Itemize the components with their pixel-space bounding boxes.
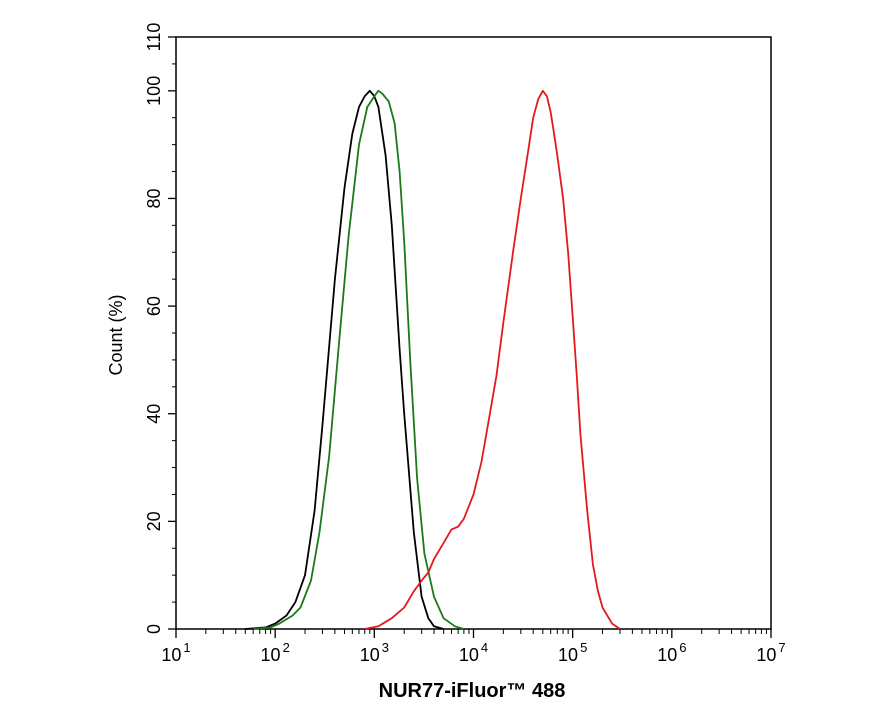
x-tick-label: 10 2 (261, 640, 290, 665)
y-tick-label: 80 (144, 188, 164, 208)
plot-frame (175, 36, 772, 630)
x-tick-label: 10 4 (459, 640, 488, 665)
y-tick-label: 0 (144, 624, 164, 634)
series-line-3 (364, 89, 621, 630)
y-tick-label: 40 (144, 404, 164, 424)
series-line-1 (245, 89, 444, 630)
series-layer (245, 89, 621, 630)
x-axis-label: NUR77-iFluor™ 488 (379, 680, 566, 702)
y-tick-label: 60 (144, 296, 164, 316)
y-tick-label: 20 (144, 511, 164, 531)
x-tick-label: 10 6 (657, 640, 686, 665)
y-tick-label: 110 (144, 23, 164, 52)
series-line-2 (253, 89, 465, 630)
x-axis: 10 1 10 2 10 3 10 4 10 5 10 6 10 7 (161, 629, 786, 665)
y-axis: 0 20 40 60 80 100 110 (144, 23, 176, 634)
x-tick-label: 10 1 (161, 640, 190, 665)
y-axis-label: Count (%) (106, 294, 126, 375)
x-tick-label: 10 3 (360, 640, 389, 665)
y-tick-label: 100 (144, 76, 164, 106)
x-tick-label: 10 5 (558, 640, 587, 665)
x-tick-label: 10 7 (756, 640, 785, 665)
